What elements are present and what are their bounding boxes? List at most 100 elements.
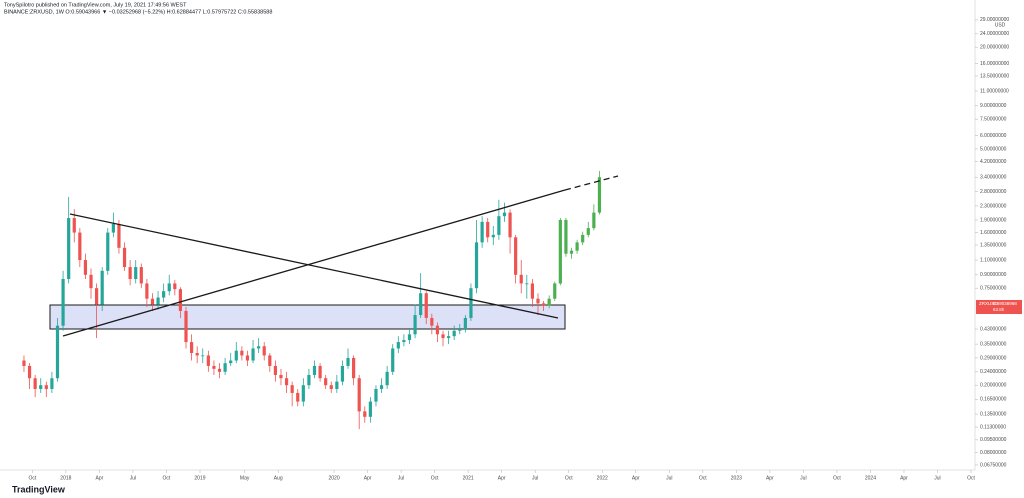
candle-body [430, 317, 434, 326]
y-tick-label: 1.60000000 [980, 230, 1007, 236]
candle-body [474, 242, 479, 289]
candle-body [173, 283, 177, 290]
candle-body [514, 237, 518, 275]
candle-body [335, 381, 339, 389]
y-tick-label: 0.43000000 [980, 326, 1007, 332]
y-tick-label: 4.20000000 [980, 159, 1007, 165]
candle-body [290, 385, 294, 393]
candle-body [89, 274, 93, 289]
candle-body [44, 385, 48, 389]
x-tick-label: Apr [364, 475, 372, 481]
candle-body [201, 355, 205, 357]
candle-body [27, 365, 32, 379]
candle-body [541, 303, 546, 306]
x-tick-label: Apr [498, 475, 506, 481]
currency: USD [995, 22, 1006, 28]
candle-body [435, 325, 440, 335]
candle-body [279, 374, 283, 379]
candle-body [352, 357, 356, 379]
candle-body [586, 228, 590, 235]
publisher: TonySpilotro published on TradingView.co… [4, 2, 187, 8]
y-tick-label: 0.13500000 [980, 411, 1007, 417]
candle-body [329, 385, 333, 389]
y-tick-label: 0.24000000 [980, 369, 1007, 375]
y-tick-label: 24.00000000 [980, 31, 1009, 37]
y-tick-label: 0.75000000 [980, 286, 1007, 292]
y-tick-label: 11.00000000 [980, 88, 1009, 94]
candle-body [547, 298, 551, 306]
candle-body [318, 365, 322, 379]
candle-body [463, 317, 467, 330]
y-tick-label: 2.30000000 [980, 203, 1007, 209]
price-tag-bg [976, 300, 1022, 314]
descending-trendline [69, 213, 559, 319]
candle-body [368, 401, 372, 417]
candle-body [83, 260, 88, 275]
x-tick-label: Apr [632, 475, 640, 481]
y-tick-label: 0.16500000 [980, 397, 1007, 403]
x-tick-label: Oct [699, 475, 707, 481]
y-tick-label: 13.50000000 [980, 73, 1009, 79]
candle-body [72, 218, 76, 233]
candle-body [95, 288, 99, 305]
candle-body [536, 298, 540, 304]
support-zone [49, 304, 566, 330]
candle-body [229, 360, 233, 364]
candle-body [61, 278, 65, 326]
candle-body [100, 270, 104, 305]
candle-body [324, 378, 328, 386]
candle-body [458, 329, 462, 331]
candle-body [491, 234, 495, 238]
candle-body [469, 288, 473, 318]
candle-body [145, 283, 149, 299]
candle-body [346, 357, 350, 366]
x-tick-label: 2020 [328, 475, 339, 481]
candle-body [55, 325, 60, 379]
x-tick-label: Jul [532, 475, 538, 481]
y-tick-label: 2.80000000 [980, 189, 1007, 195]
candle-body [106, 232, 110, 271]
y-tick-label: 7.50000000 [980, 116, 1007, 122]
x-tick-label: Apr [766, 475, 774, 481]
candle-body [139, 267, 143, 284]
candle-body [312, 365, 317, 375]
candle-body [122, 247, 127, 268]
candle-body [245, 355, 250, 361]
plot [22, 171, 602, 430]
candle-body [223, 363, 227, 372]
candle-body [402, 340, 406, 343]
x-tick-label: 2024 [865, 475, 876, 481]
candle-body [575, 242, 579, 251]
candle-body [581, 234, 585, 243]
ohlc-line: BINANCE:ZRXUSD, 1W O:0.59043966 ▼ −0.032… [4, 9, 272, 15]
y-tick-label: 29.00000000 [980, 17, 1009, 23]
x-tick-label: Apr [96, 475, 104, 481]
y-tick-label: 20.00000000 [980, 44, 1009, 50]
drawings [49, 304, 566, 330]
candle-body [240, 350, 244, 356]
x-tick-label: Oct [967, 475, 975, 481]
candle-body [564, 219, 568, 254]
candle-body [33, 378, 37, 389]
candle-body [296, 392, 300, 402]
y-tick-label: 0.20000000 [980, 383, 1007, 389]
y-tick-label: 1.10000000 [980, 257, 1007, 263]
candle-body [184, 310, 188, 343]
candle-body [22, 360, 26, 366]
y-tick-label: 5.00000000 [980, 146, 1007, 152]
candle-body [262, 346, 266, 356]
ascending-trendline [62, 189, 566, 337]
candle-body [67, 218, 71, 279]
x-tick-label: 2019 [194, 475, 205, 481]
x-tick-label: Oct [565, 475, 573, 481]
candle-body [391, 348, 395, 372]
candle-body [78, 232, 82, 261]
candle-body [111, 223, 115, 233]
y-tick-label: 16.00000000 [980, 61, 1009, 67]
x-tick-label: Jul [666, 475, 672, 481]
candle-body [357, 378, 361, 412]
candle-body [340, 365, 345, 382]
y-tick-label: 9.00000000 [980, 103, 1007, 109]
y-tick-label: 1.90000000 [980, 217, 1007, 223]
